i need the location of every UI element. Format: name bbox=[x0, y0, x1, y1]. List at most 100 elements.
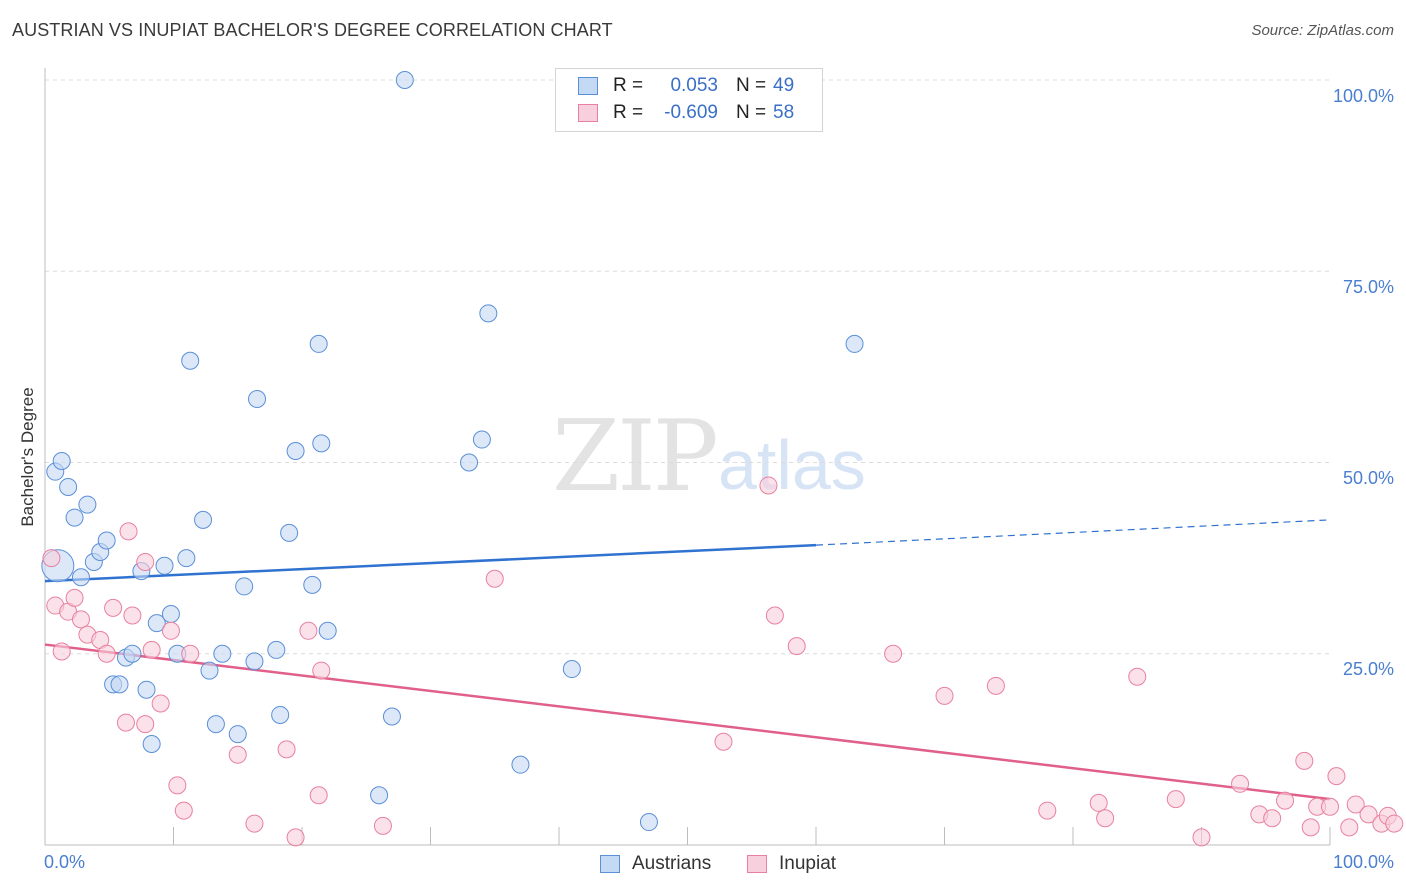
austrians-point bbox=[213, 644, 232, 663]
austrians-point bbox=[639, 813, 658, 832]
trend-layer bbox=[44, 519, 1331, 801]
stats-row-austrians: R = 0.053 N = 49 bbox=[556, 73, 822, 99]
trend-line-extension-0 bbox=[815, 519, 1331, 546]
legend-label-austrians: Austrians bbox=[632, 853, 712, 874]
inupiat-point bbox=[485, 569, 504, 588]
austrians-point bbox=[280, 523, 299, 542]
inupiat-point bbox=[161, 621, 180, 640]
source-note: Source: ZipAtlas.com bbox=[1251, 22, 1394, 39]
inupiat-point bbox=[168, 776, 187, 795]
austrians-point bbox=[228, 725, 247, 744]
austrians-point bbox=[309, 334, 328, 353]
inupiat-point bbox=[935, 686, 954, 705]
y-tick-label-25: 25.0% bbox=[1342, 659, 1394, 679]
grid-layer bbox=[45, 79, 1330, 655]
austrians-point bbox=[110, 675, 129, 694]
watermark-zip: ZIP bbox=[552, 400, 719, 514]
austrians-point bbox=[318, 621, 337, 640]
inupiat-point bbox=[1340, 818, 1359, 837]
r-label: R = bbox=[613, 102, 644, 123]
inupiat-point bbox=[104, 598, 123, 617]
inupiat-point bbox=[714, 732, 733, 751]
r-label: R = bbox=[613, 75, 644, 96]
austrians-point bbox=[181, 351, 200, 370]
austrians-point bbox=[142, 735, 161, 754]
watermark-atlas: atlas bbox=[718, 426, 866, 504]
austrians-point bbox=[52, 451, 71, 470]
inupiat-point bbox=[1038, 801, 1057, 820]
inupiat-point bbox=[42, 549, 61, 568]
austrians-point bbox=[479, 304, 498, 323]
austrians-point bbox=[382, 707, 401, 726]
inupiat-point bbox=[1385, 814, 1404, 833]
austrians-point bbox=[200, 661, 219, 680]
austrians-swatch-icon bbox=[578, 77, 598, 95]
austrians-point bbox=[511, 755, 530, 774]
austrians-point bbox=[395, 71, 414, 89]
austrians-point bbox=[59, 477, 78, 496]
n-value: 58 bbox=[773, 102, 795, 123]
inupiat-point bbox=[1192, 828, 1211, 847]
inupiat-point bbox=[136, 715, 155, 734]
points-layer bbox=[41, 71, 1404, 847]
trend-line-1 bbox=[44, 643, 1331, 801]
austrians-point bbox=[161, 604, 180, 623]
y-tick-label-75: 75.0% bbox=[1342, 277, 1394, 297]
x-tick-label-max: 100.0% bbox=[1332, 852, 1394, 872]
inupiat-point bbox=[71, 610, 90, 629]
r-value: -0.609 bbox=[664, 102, 718, 123]
austrians-point bbox=[155, 556, 174, 575]
inupiat-point bbox=[1346, 795, 1365, 814]
austrians-point bbox=[303, 575, 322, 594]
austrians-point bbox=[194, 510, 213, 529]
austrians-legend-icon bbox=[600, 855, 620, 873]
inupiat-point bbox=[309, 786, 328, 805]
austrians-point bbox=[147, 614, 166, 633]
inupiat-point bbox=[1263, 809, 1282, 828]
inupiat-legend-icon bbox=[747, 855, 767, 873]
inupiat-point bbox=[884, 644, 903, 663]
chart-title: AUSTRIAN VS INUPIAT BACHELOR'S DEGREE CO… bbox=[12, 20, 613, 40]
n-label: N = bbox=[736, 75, 767, 96]
inupiat-point bbox=[1089, 793, 1108, 812]
inupiat-point bbox=[1231, 774, 1250, 793]
y-tick-label-50: 50.0% bbox=[1342, 468, 1394, 488]
inupiat-point bbox=[759, 476, 778, 495]
n-label: N = bbox=[736, 102, 767, 123]
inupiat-point bbox=[52, 642, 71, 661]
r-value: 0.053 bbox=[670, 75, 718, 96]
austrians-point bbox=[845, 334, 864, 353]
legend-label-inupiat: Inupiat bbox=[779, 853, 837, 874]
austrians-point bbox=[271, 705, 290, 724]
inupiat-point bbox=[286, 828, 305, 847]
austrians-point bbox=[65, 508, 84, 527]
inupiat-point bbox=[299, 621, 318, 640]
austrians-point bbox=[235, 577, 254, 596]
austrians-point bbox=[71, 568, 90, 587]
austrians-point bbox=[370, 786, 389, 805]
inupiat-point bbox=[97, 644, 116, 663]
inupiat-point bbox=[1301, 818, 1320, 837]
austrians-point bbox=[286, 442, 305, 461]
inupiat-point bbox=[312, 661, 331, 680]
austrians-point bbox=[460, 453, 479, 472]
inupiat-point bbox=[1166, 790, 1185, 809]
inupiat-point bbox=[116, 713, 135, 732]
trend-line-0 bbox=[44, 543, 817, 583]
inupiat-point bbox=[1128, 667, 1147, 686]
austrians-point bbox=[248, 390, 267, 409]
austrians-point bbox=[312, 434, 331, 453]
inupiat-point bbox=[373, 816, 392, 835]
inupiat-point bbox=[1321, 797, 1339, 816]
inupiat-point bbox=[119, 522, 138, 541]
inupiat-point bbox=[1096, 809, 1115, 828]
inupiat-point bbox=[1295, 751, 1314, 770]
y-tick-label-100: 100.0% bbox=[1332, 86, 1394, 106]
n-value: 49 bbox=[773, 75, 795, 96]
austrians-point bbox=[562, 660, 581, 679]
austrians-point bbox=[177, 549, 196, 568]
inupiat-point bbox=[986, 676, 1005, 695]
legend: Austrians Inupiat bbox=[0, 852, 1406, 878]
inupiat-point bbox=[151, 694, 170, 713]
